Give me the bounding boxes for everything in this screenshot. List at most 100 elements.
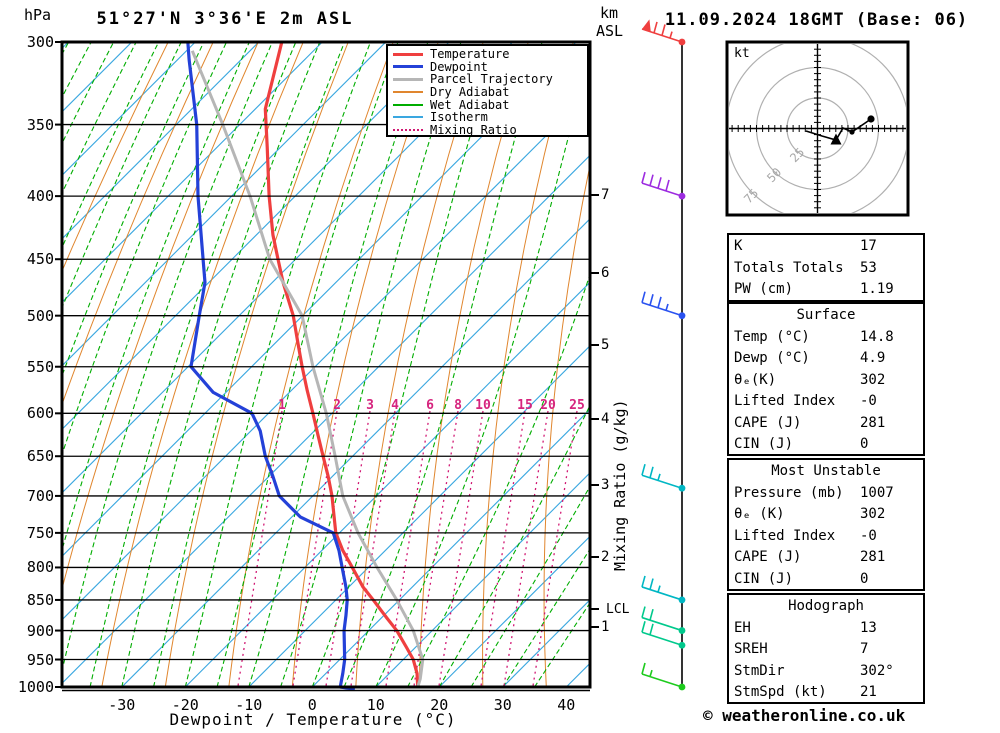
legend-item: Temperature xyxy=(393,48,587,61)
km-tick-label: 4 xyxy=(601,411,610,427)
table-row-label: EH xyxy=(734,619,751,636)
km-tick-label: 7 xyxy=(601,187,610,203)
table-row: CAPE (J) 281 xyxy=(734,547,918,569)
table-row-label: PW (cm) xyxy=(734,281,794,297)
pressure-tick-label: 350 xyxy=(26,115,54,134)
km-tick-label: 5 xyxy=(601,337,610,353)
legend-swatch xyxy=(393,77,423,81)
svg-text:3: 3 xyxy=(366,398,374,413)
x-axis-title: Dewpoint / Temperature (°C) xyxy=(169,710,457,729)
table-row: Temp (°C) 14.8 xyxy=(734,327,918,349)
legend-swatch xyxy=(393,65,423,69)
pressure-tick-label: 1000 xyxy=(17,678,54,696)
table-row: θₑ (K) 302 xyxy=(734,504,918,526)
legend-item-label: Wet Adiabat xyxy=(430,97,510,112)
legend-item: Mixing Ratio xyxy=(393,124,587,137)
table-row-value: 1.19 xyxy=(860,281,894,297)
table-row-value: 0 xyxy=(860,436,869,452)
svg-text:8: 8 xyxy=(454,398,462,413)
asl-axis-unit: ASL xyxy=(596,22,624,40)
table-row: StmDir 302° xyxy=(734,661,918,683)
table-row-value: 281 xyxy=(860,549,886,565)
pressure-tick-label: 450 xyxy=(26,250,54,269)
table-row-label: K xyxy=(734,238,743,254)
svg-text:2: 2 xyxy=(333,398,341,413)
km-tick-label: 1 xyxy=(601,619,610,635)
table-row-label: CIN (J) xyxy=(734,436,794,452)
svg-text:4: 4 xyxy=(391,398,399,413)
table-row: Pressure (mb) 1007 xyxy=(734,483,918,505)
legend-swatch xyxy=(393,52,423,56)
table-row-value: 281 xyxy=(860,414,886,431)
table-row-label: Totals Totals xyxy=(734,259,844,276)
legend-item-label: Temperature xyxy=(430,47,510,62)
table-row-label: CAPE (J) xyxy=(734,549,802,565)
table-row: PW (cm) 1.19 xyxy=(734,279,918,301)
indices-table-section: Hodograph EH 13 SREH 7 StmDir 302° StmSpd (kt) 2… xyxy=(727,593,925,704)
pressure-tick-label: 850 xyxy=(26,590,54,609)
table-row-value: 1007 xyxy=(860,484,894,501)
pressure-tick-label: 750 xyxy=(26,523,54,542)
table-section-header: Hodograph xyxy=(788,598,864,614)
pressure-tick-label: 800 xyxy=(26,558,54,577)
legend-item: Isotherm xyxy=(393,111,587,124)
table-row: θₑ(K) 302 xyxy=(734,370,918,392)
table-row-label: Temp (°C) xyxy=(734,328,810,345)
table-row: CAPE (J) 281 xyxy=(734,413,918,435)
legend-item: Wet Adiabat xyxy=(393,98,587,111)
table-row-value: 21 xyxy=(860,684,877,700)
pressure-tick-label: 600 xyxy=(26,404,54,423)
km-axis-unit: km xyxy=(600,4,619,22)
table-row: EH 13 xyxy=(734,618,918,640)
table-row-value: 53 xyxy=(860,259,877,276)
pressure-tick-label: 950 xyxy=(26,650,54,669)
legend-item: Parcel Trajectory xyxy=(393,73,587,86)
table-row-value: -0 xyxy=(860,527,877,544)
legend-swatch xyxy=(393,128,423,131)
pressure-axis-unit: hPa xyxy=(24,6,52,24)
table-row-value: 302° xyxy=(860,662,894,679)
table-row-value: 13 xyxy=(860,619,877,636)
km-tick-label: 2 xyxy=(601,549,610,565)
indices-table-section: Most Unstable Pressure (mb) 1007 θₑ (K) 302 L… xyxy=(727,458,925,591)
svg-text:15: 15 xyxy=(517,398,533,413)
temp-tick-label: -10 xyxy=(235,696,263,714)
legend: Temperature Dewpoint Parcel Trajectory Dry … xyxy=(386,44,589,137)
datetime-header: 11.09.2024 18GMT (Base: 06) xyxy=(664,10,969,30)
table-row: Dewp (°C) 4.9 xyxy=(734,348,918,370)
temp-tick-label: 40 xyxy=(557,696,576,714)
legend-item-label: Mixing Ratio xyxy=(430,122,517,137)
table-section-header: Most Unstable xyxy=(771,463,881,479)
legend-item: Dry Adiabat xyxy=(393,86,587,99)
pressure-tick-label: 900 xyxy=(26,621,54,640)
table-row-label: SREH xyxy=(734,641,768,657)
table-row-label: CIN (J) xyxy=(734,570,794,587)
pressure-tick-label: 550 xyxy=(26,357,54,376)
table-row: K 17 xyxy=(734,236,918,258)
temp-tick-label: 0 xyxy=(307,696,317,714)
table-row-value: 17 xyxy=(860,238,877,254)
temp-tick-label: 30 xyxy=(493,696,512,714)
table-section-header: Surface xyxy=(796,307,856,323)
table-row-label: Dewp (°C) xyxy=(734,350,810,366)
table-row-label: Lifted Index xyxy=(734,393,836,409)
hodograph-unit-label: kt xyxy=(734,46,750,61)
temp-tick-label: -20 xyxy=(171,696,199,714)
svg-text:20: 20 xyxy=(540,398,556,413)
svg-text:25: 25 xyxy=(569,398,585,413)
table-row-label: Pressure (mb) xyxy=(734,484,844,501)
table-row-label: θₑ(K) xyxy=(734,371,777,388)
svg-text:10: 10 xyxy=(475,398,491,413)
table-row: CIN (J) 0 xyxy=(734,569,918,591)
legend-item-label: Dewpoint xyxy=(430,59,488,74)
pressure-tick-label: 300 xyxy=(26,33,54,51)
table-row: StmSpd (kt) 21 xyxy=(734,682,918,704)
legend-item-label: Dry Adiabat xyxy=(430,85,510,100)
pressure-tick-label: 700 xyxy=(26,486,54,505)
legend-swatch xyxy=(393,91,423,94)
km-tick-label: 3 xyxy=(601,477,610,493)
table-row-value: 7 xyxy=(860,641,869,657)
lcl-label: LCL xyxy=(606,602,630,617)
mixing-ratio-axis-title: Mixing Ratio (g/kg) xyxy=(611,399,629,571)
table-row-value: -0 xyxy=(860,393,877,409)
